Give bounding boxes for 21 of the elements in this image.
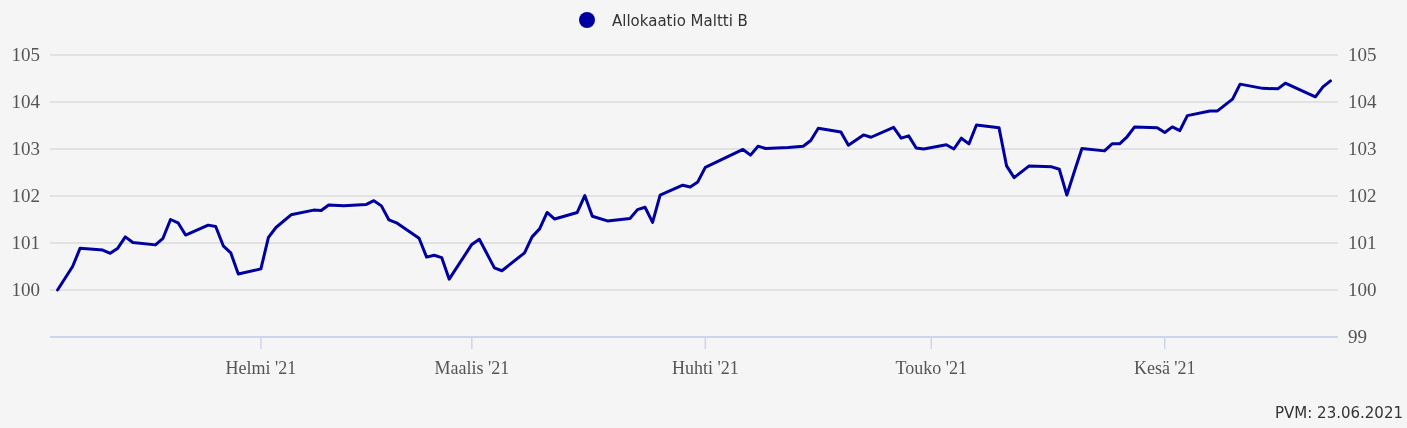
x-tick-label: Helmi '21 [225, 358, 297, 378]
y-tick-label: 102 [11, 185, 40, 206]
y2-tick-label: 103 [1348, 138, 1377, 159]
y-tick-label: 104 [11, 91, 41, 112]
y2-tick-label: 101 [1348, 232, 1377, 253]
y-tick-label: 100 [11, 279, 40, 300]
line-series [56, 79, 1332, 292]
x-tick-label: Touko '21 [895, 358, 968, 378]
y2-tick-label: 99 [1348, 326, 1367, 347]
y2-tick-label: 100 [1348, 279, 1377, 300]
y-tick-label: 105 [11, 44, 40, 65]
x-tick-label: Maalis '21 [434, 358, 510, 378]
y-tick-label: 103 [11, 138, 40, 159]
text: PVM: 23.06.2021 [1275, 404, 1403, 422]
y2-tick-label: 104 [1348, 91, 1377, 112]
y-tick-label: 101 [11, 232, 40, 253]
y2-tick-label: 105 [1348, 44, 1377, 65]
x-tick-label: Kesä '21 [1133, 358, 1196, 378]
legend-label: Allokaatio Maltti B [612, 12, 748, 30]
y2-tick-label: 102 [1348, 185, 1377, 206]
x-tick-label: Huhti '21 [671, 358, 739, 378]
